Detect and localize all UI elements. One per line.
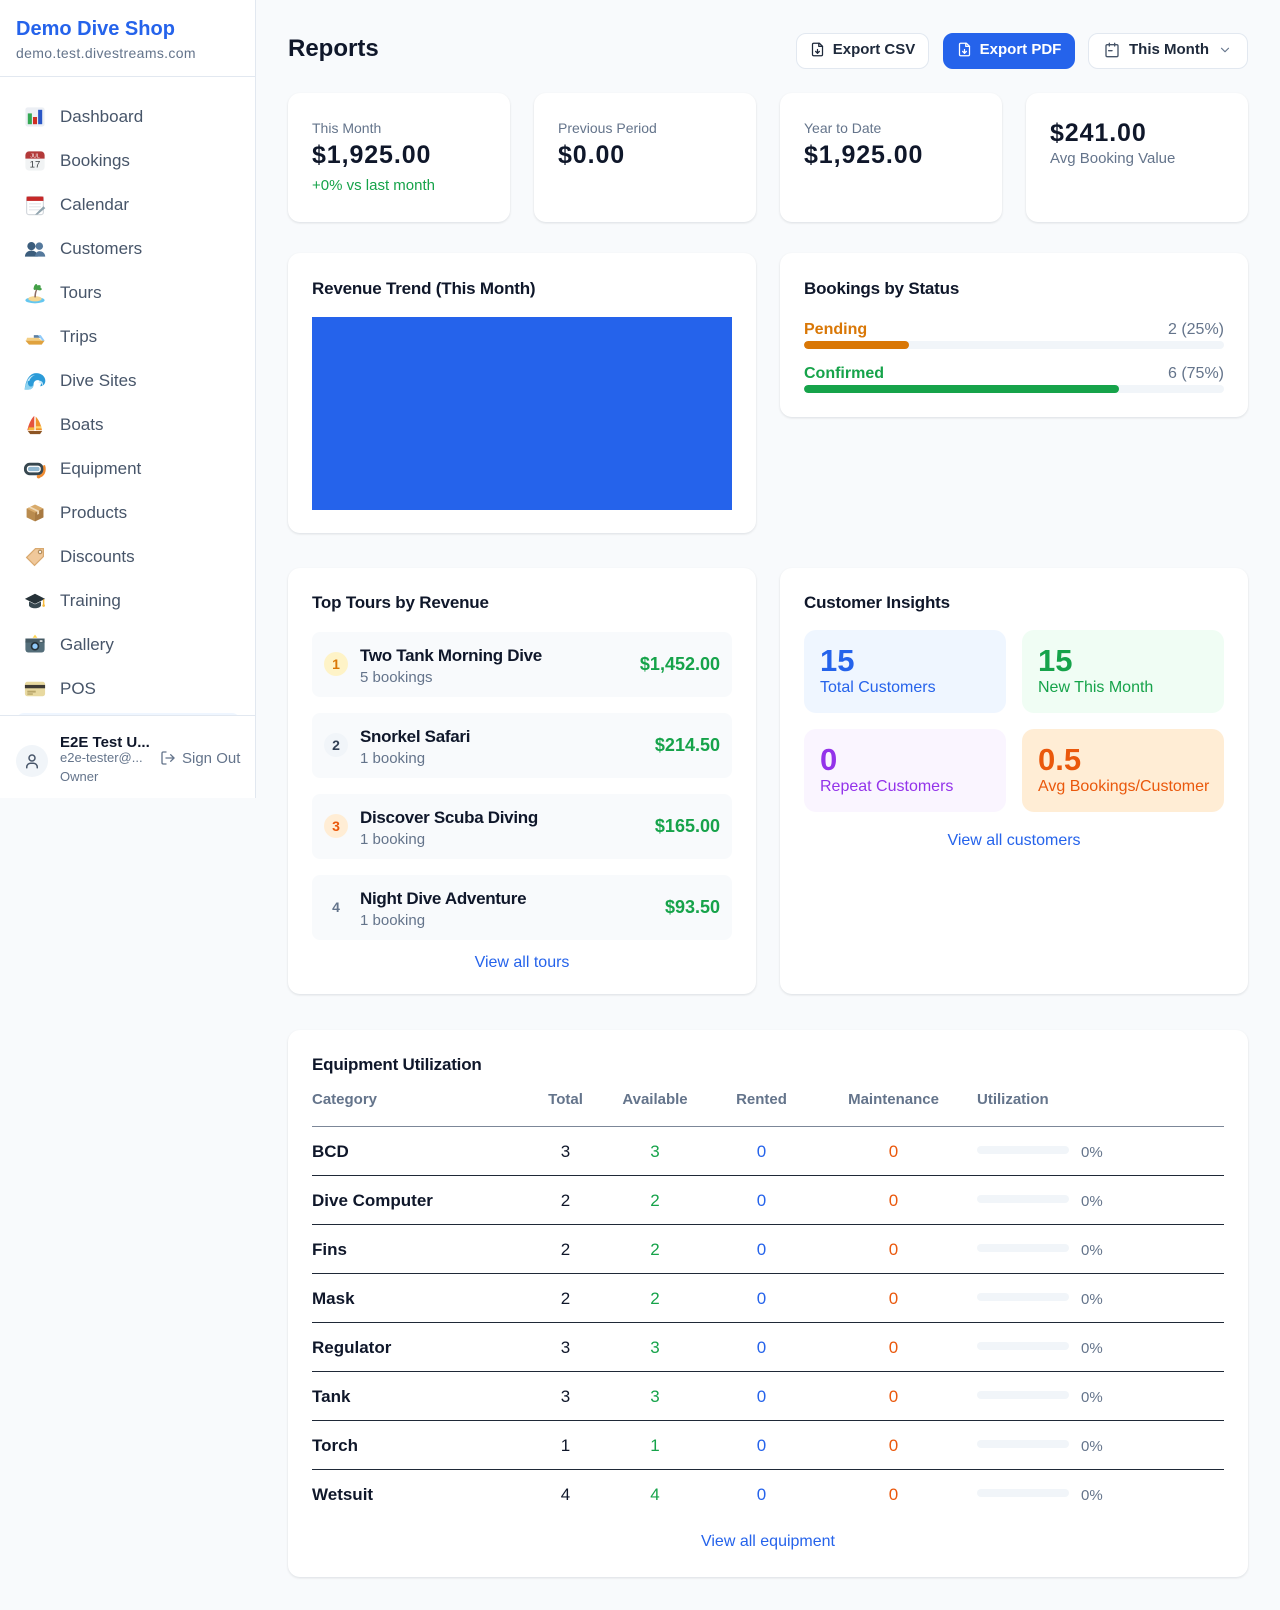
svg-text:17: 17 (30, 160, 41, 171)
svg-text:JUL: JUL (30, 153, 39, 159)
